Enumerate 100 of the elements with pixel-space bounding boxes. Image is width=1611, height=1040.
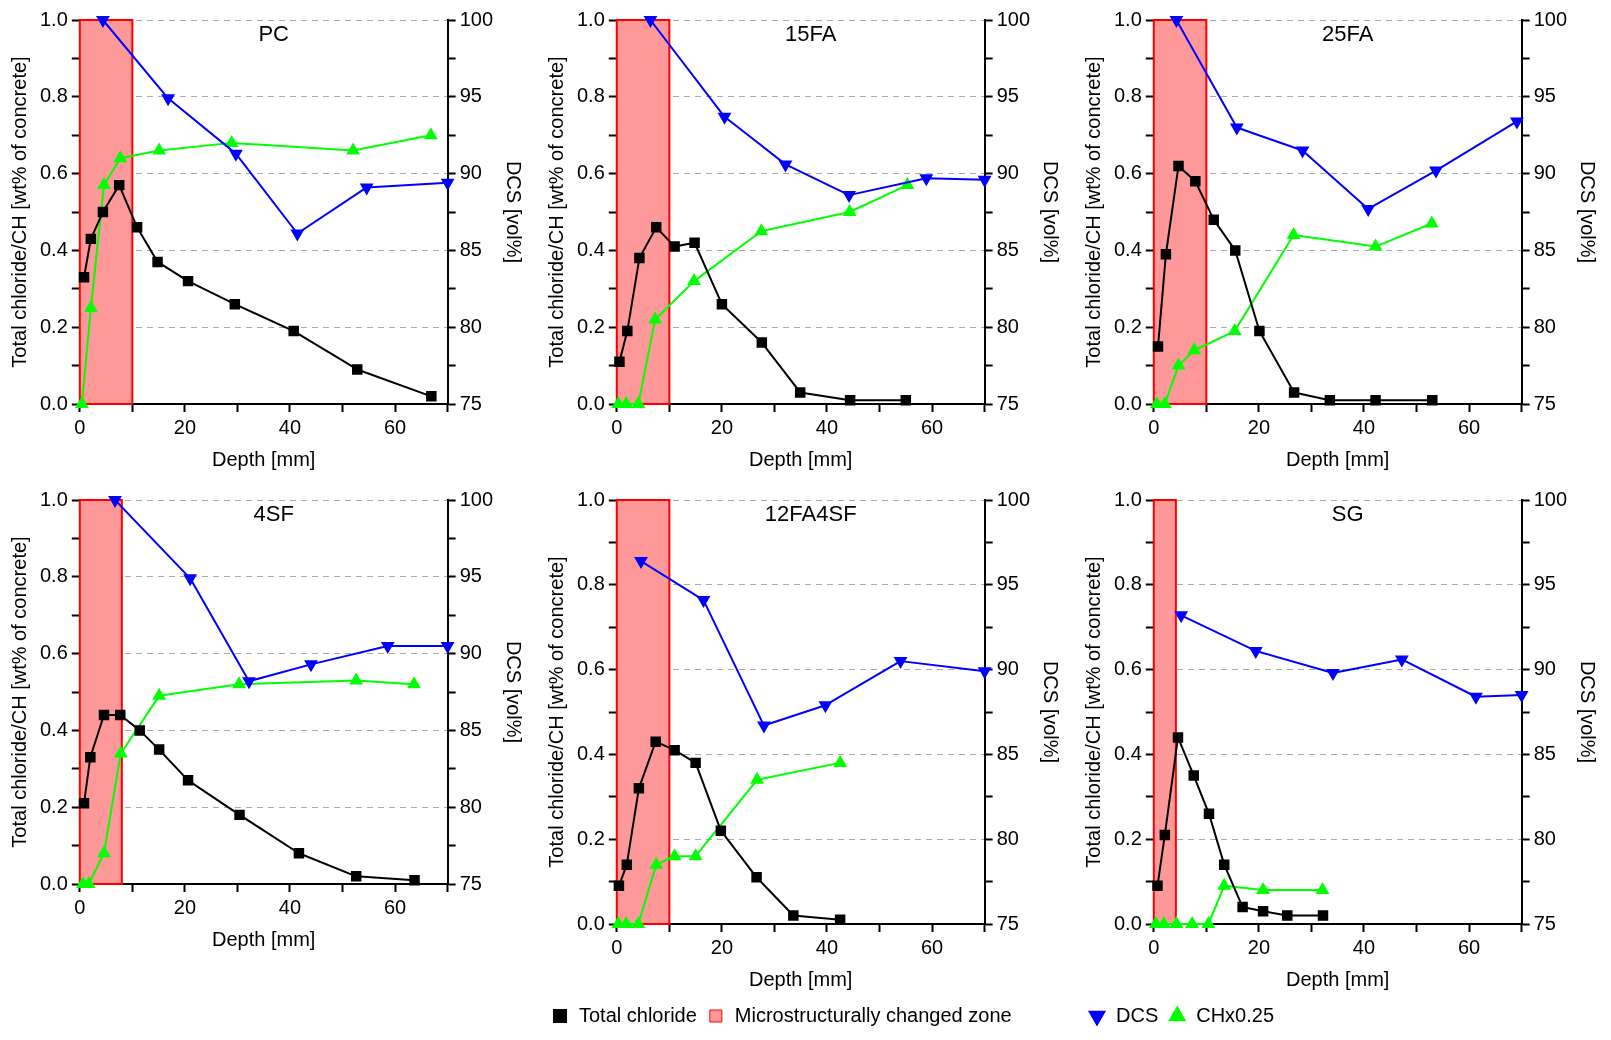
y-axis-title: Total chloride/CH [wt% of concrete] — [1081, 556, 1104, 868]
x-tick-label: 0 — [74, 415, 86, 438]
point — [690, 757, 701, 769]
y-tick-label: 0.6 — [39, 641, 68, 664]
y2-tick-label: 95 — [1533, 84, 1556, 107]
x-tick-label: 40 — [278, 895, 302, 918]
point — [441, 641, 454, 653]
y2-tick-label: 95 — [459, 564, 482, 587]
point — [134, 725, 145, 736]
y2-tick-label: 95 — [996, 572, 1019, 595]
legend-label: Microstructurally changed zone — [734, 1003, 1012, 1026]
y-tick-label: 0.2 — [576, 826, 605, 849]
y-axis-title: Total chloride/CH [wt% of concrete] — [544, 56, 567, 368]
y2-tick-label: 75 — [459, 871, 482, 894]
x-tick-label: 60 — [1457, 935, 1481, 958]
point — [644, 16, 657, 27]
y-axis-title: Total chloride/CH [wt% of concrete] — [1081, 56, 1104, 368]
point — [1316, 883, 1329, 895]
point — [1159, 829, 1171, 841]
point — [1510, 117, 1524, 129]
x-tick-label: 60 — [383, 895, 407, 918]
y-tick-label: 0.8 — [39, 84, 68, 107]
point — [978, 667, 991, 679]
y2-axis-title: DCS [vol%] — [1577, 160, 1600, 264]
point — [293, 848, 305, 859]
point — [621, 859, 633, 870]
point — [779, 160, 792, 172]
point — [97, 206, 109, 218]
point — [182, 775, 194, 786]
y2-tick-label: 75 — [996, 911, 1019, 934]
point — [97, 846, 111, 858]
point — [350, 871, 362, 882]
y-tick-label: 0.4 — [576, 237, 605, 260]
y-tick-label: 0.6 — [576, 657, 605, 680]
x-axis-title: Depth [mm] — [212, 447, 316, 470]
y2-tick-label: 85 — [1533, 237, 1556, 260]
y-tick-label: 1.0 — [576, 487, 605, 510]
point — [715, 825, 727, 836]
point — [1160, 249, 1172, 260]
point — [424, 128, 438, 140]
point — [755, 224, 768, 236]
point — [441, 178, 454, 190]
point — [842, 191, 856, 203]
point — [381, 641, 394, 653]
point — [718, 112, 731, 124]
x-tick-label: 60 — [920, 935, 944, 958]
point — [1188, 343, 1201, 355]
point — [751, 872, 762, 883]
point — [1202, 917, 1215, 928]
point — [1317, 910, 1329, 921]
point — [669, 744, 680, 756]
point — [1282, 910, 1293, 921]
y-tick-label: 0.4 — [1113, 741, 1142, 764]
point — [1173, 160, 1184, 172]
y2-tick-label: 100 — [996, 7, 1031, 30]
point — [1370, 394, 1381, 406]
point — [1170, 16, 1183, 27]
x-tick-label: 40 — [815, 415, 839, 438]
y2-axis-title: DCS [vol%] — [1040, 660, 1063, 764]
y-tick-label: 1.0 — [1113, 7, 1142, 30]
point — [689, 849, 702, 861]
y2-tick-label: 100 — [1533, 487, 1568, 510]
legend-label: Total chloride — [579, 1003, 697, 1026]
point — [1170, 917, 1183, 928]
y-tick-label: 0.6 — [1113, 657, 1142, 680]
point — [844, 394, 856, 406]
point — [650, 857, 663, 869]
x-tick-label: 20 — [710, 415, 734, 438]
y2-tick-label: 85 — [1533, 741, 1556, 764]
point — [84, 301, 98, 312]
point — [648, 312, 662, 324]
x-axis-title: Depth [mm] — [1286, 447, 1390, 470]
point — [232, 677, 246, 689]
point — [1324, 394, 1336, 406]
y2-tick-label: 85 — [459, 237, 482, 260]
point — [687, 274, 701, 286]
x-axis-title: Depth [mm] — [749, 447, 853, 470]
point — [1152, 341, 1164, 352]
point — [1296, 146, 1309, 158]
point — [900, 394, 912, 406]
y-tick-label: 0.0 — [39, 391, 68, 414]
x-axis-title: Depth [mm] — [1286, 967, 1390, 990]
x-tick-label: 0 — [611, 415, 623, 438]
y2-axis-title: DCS [vol%] — [503, 160, 526, 264]
point — [622, 325, 633, 337]
point — [819, 701, 832, 713]
point — [229, 298, 241, 310]
point — [757, 721, 771, 733]
point — [1185, 917, 1199, 928]
chart-title: SG — [1331, 501, 1364, 527]
point — [1172, 732, 1184, 743]
x-tick-label: 20 — [710, 935, 734, 958]
point — [1425, 216, 1438, 228]
point — [614, 356, 625, 367]
point — [75, 397, 89, 408]
y-tick-label: 0.6 — [39, 161, 68, 184]
x-tick-label: 0 — [611, 935, 623, 958]
y-tick-label: 0.6 — [576, 161, 605, 184]
point — [291, 229, 304, 241]
y-tick-label: 0.2 — [39, 794, 68, 817]
